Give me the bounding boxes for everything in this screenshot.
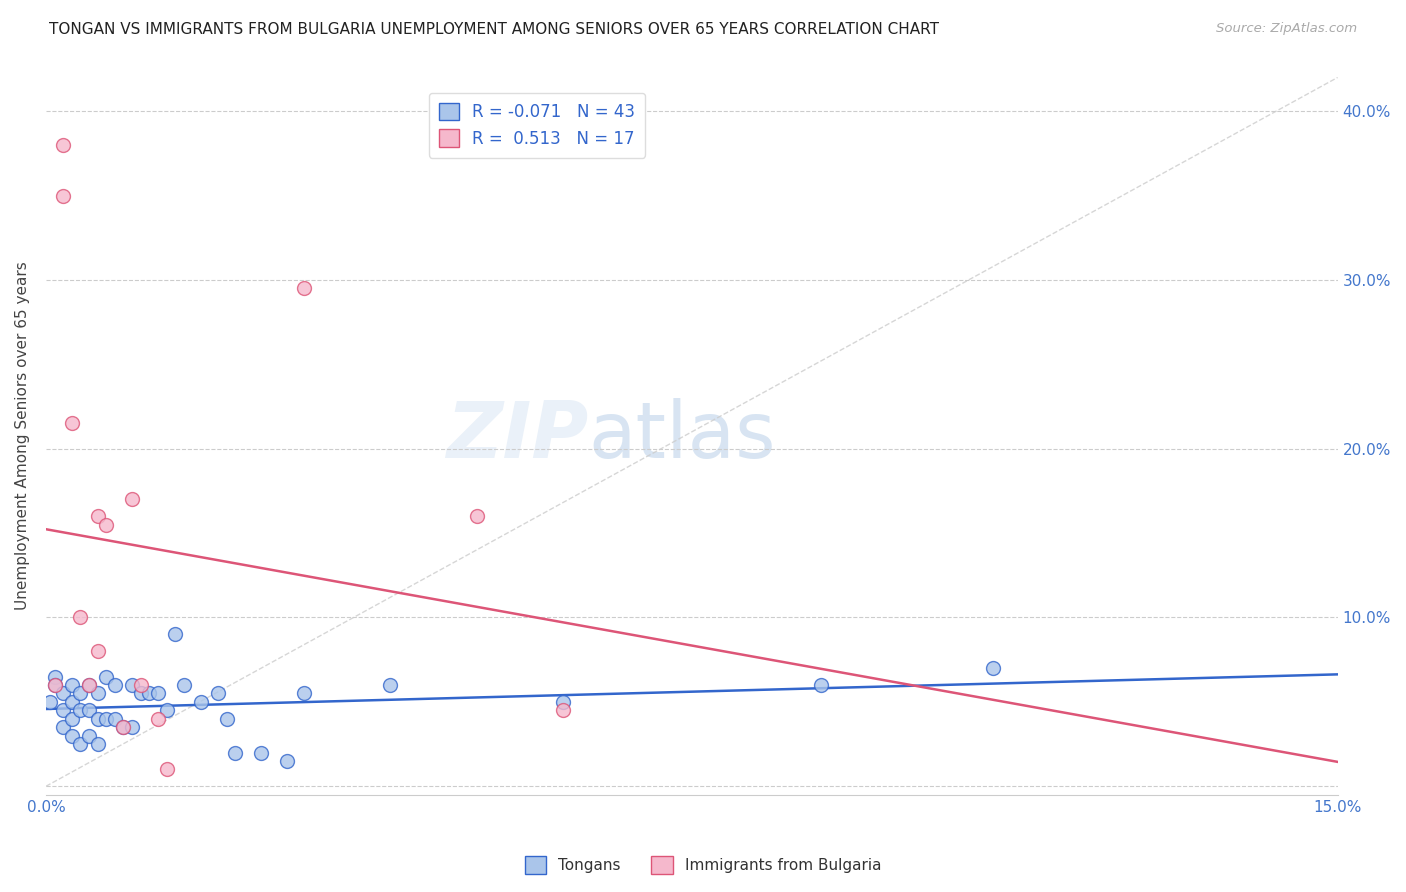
Point: [380, 678, 402, 692]
Point: [190, 695, 212, 709]
Point: [60, 678, 83, 692]
Point: [981, 661, 1004, 675]
Text: Source: ZipAtlas.com: Source: ZipAtlas.com: [1216, 22, 1357, 36]
Point: [39, 695, 62, 709]
Point: [129, 678, 152, 692]
Text: ZIP: ZIP: [446, 398, 589, 474]
Point: [551, 703, 574, 717]
Point: [77, 678, 100, 692]
Point: [60, 695, 83, 709]
Point: [121, 720, 143, 734]
Point: [86, 686, 108, 700]
Point: [86, 737, 108, 751]
Point: [292, 281, 315, 295]
Point: [146, 712, 169, 726]
Point: [207, 686, 229, 700]
Point: [292, 686, 315, 700]
Point: [44, 678, 66, 692]
Point: [44, 669, 66, 683]
Point: [52, 188, 75, 202]
Point: [224, 746, 246, 760]
Point: [129, 686, 152, 700]
Point: [276, 754, 298, 768]
Point: [104, 712, 127, 726]
Point: [810, 678, 832, 692]
Point: [551, 695, 574, 709]
Point: [215, 712, 238, 726]
Point: [121, 492, 143, 507]
Point: [52, 703, 75, 717]
Legend: Tongans, Immigrants from Bulgaria: Tongans, Immigrants from Bulgaria: [519, 850, 887, 880]
Point: [112, 720, 135, 734]
Point: [155, 703, 177, 717]
Point: [52, 686, 75, 700]
Point: [465, 509, 488, 524]
Point: [77, 678, 100, 692]
Point: [112, 720, 135, 734]
Point: [77, 703, 100, 717]
Text: TONGAN VS IMMIGRANTS FROM BULGARIA UNEMPLOYMENT AMONG SENIORS OVER 65 YEARS CORR: TONGAN VS IMMIGRANTS FROM BULGARIA UNEMP…: [49, 22, 939, 37]
Point: [86, 644, 108, 658]
Point: [69, 686, 91, 700]
Point: [250, 746, 273, 760]
Point: [52, 137, 75, 152]
Point: [121, 678, 143, 692]
Point: [138, 686, 160, 700]
Point: [60, 729, 83, 743]
Point: [44, 678, 66, 692]
Point: [96, 517, 118, 532]
Text: atlas: atlas: [589, 398, 776, 474]
Point: [155, 763, 177, 777]
Point: [165, 627, 187, 641]
Point: [69, 610, 91, 624]
Point: [69, 703, 91, 717]
Legend: R = -0.071   N = 43, R =  0.513   N = 17: R = -0.071 N = 43, R = 0.513 N = 17: [429, 93, 645, 158]
Point: [69, 737, 91, 751]
Point: [96, 712, 118, 726]
Point: [86, 712, 108, 726]
Point: [146, 686, 169, 700]
Point: [52, 720, 75, 734]
Point: [104, 678, 127, 692]
Y-axis label: Unemployment Among Seniors over 65 years: Unemployment Among Seniors over 65 years: [15, 261, 30, 610]
Point: [86, 509, 108, 524]
Point: [96, 669, 118, 683]
Point: [77, 729, 100, 743]
Point: [60, 712, 83, 726]
Point: [173, 678, 195, 692]
Point: [60, 417, 83, 431]
